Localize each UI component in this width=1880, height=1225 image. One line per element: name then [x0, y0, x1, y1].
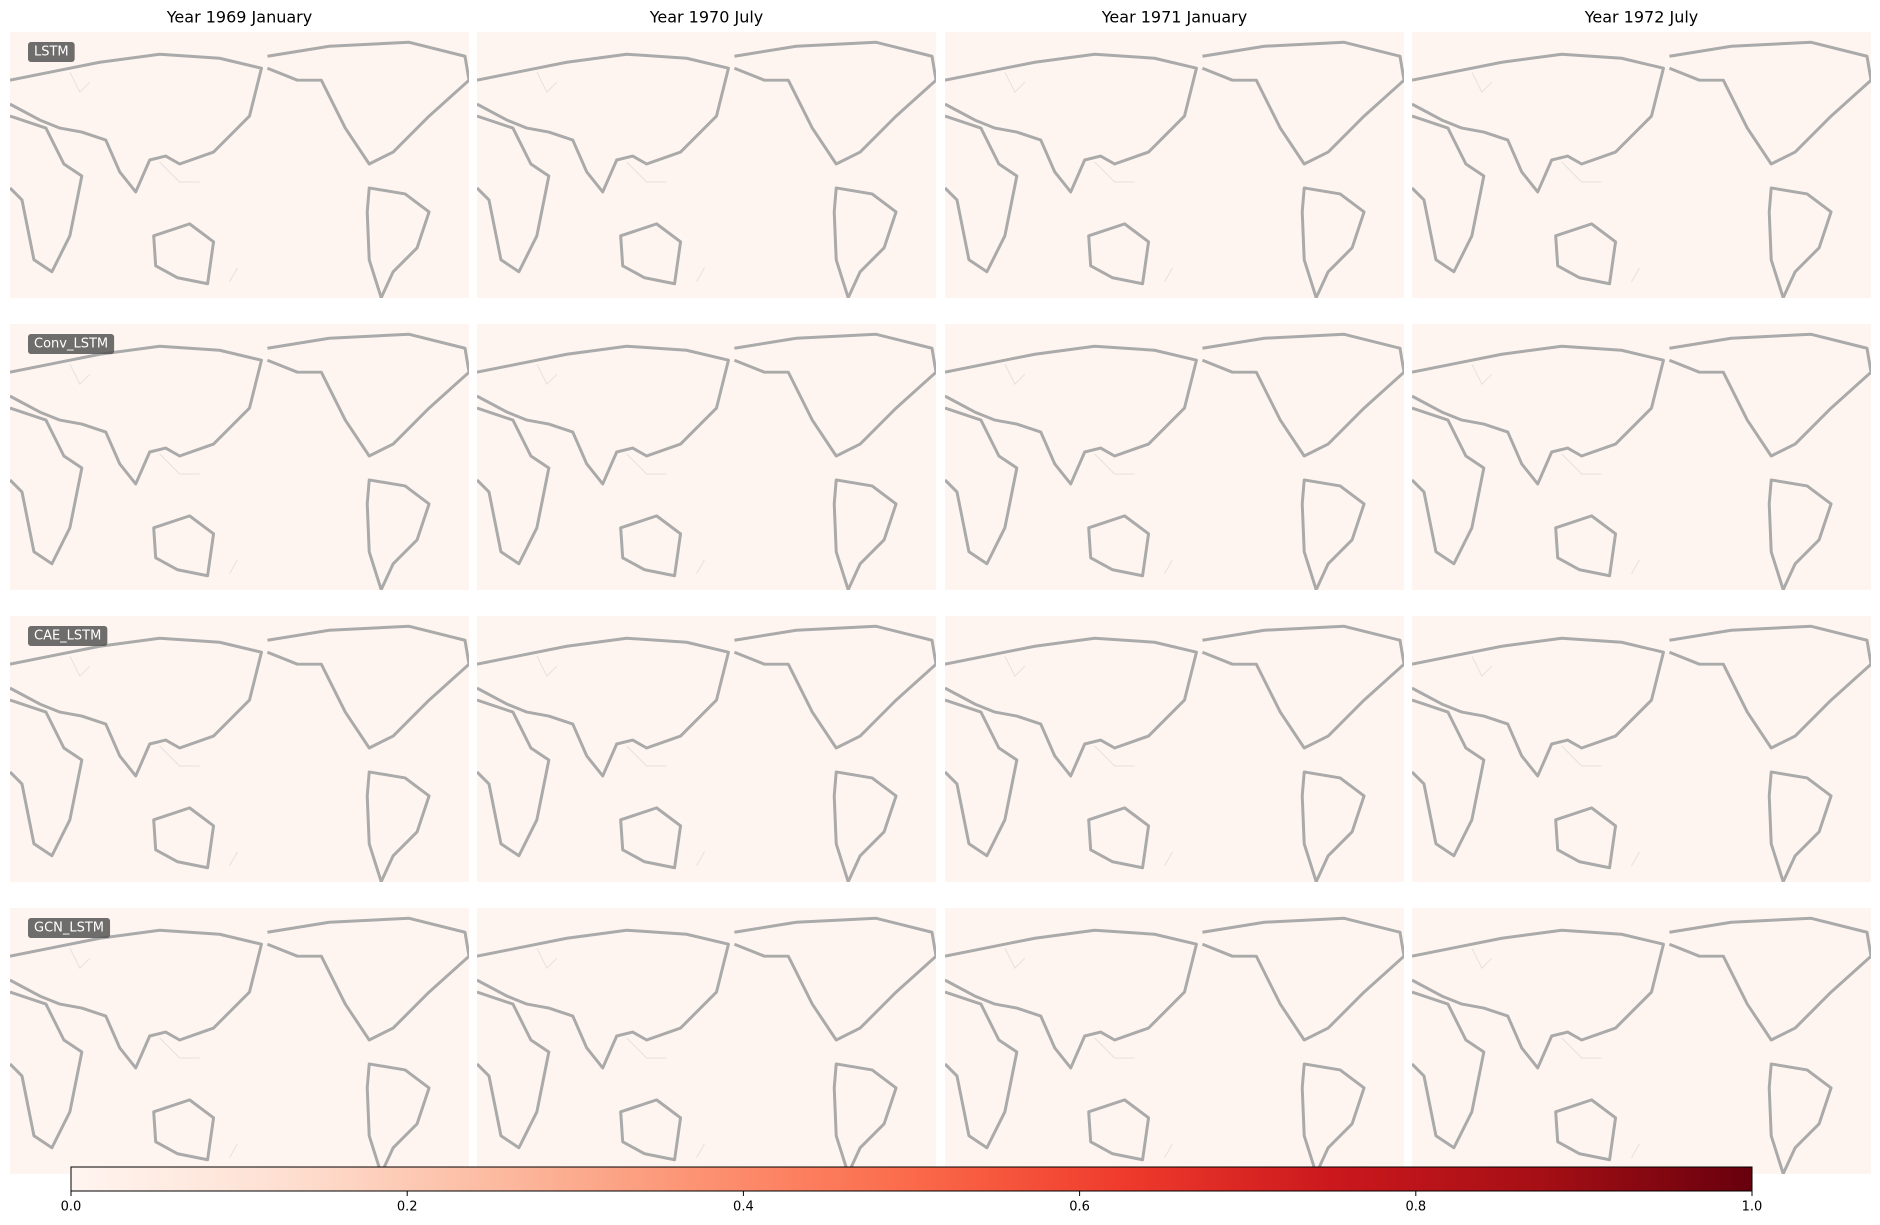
row-label-box — [28, 334, 115, 354]
column-title: Year 1969 January — [166, 8, 312, 27]
column-title: Year 1972 July — [1584, 8, 1699, 27]
map-panel — [945, 908, 1404, 1174]
column-title: Year 1971 January — [1101, 8, 1247, 27]
map-background — [477, 32, 936, 298]
colorbar-tick-label: 0.8 — [1405, 1200, 1426, 1215]
map-panel — [945, 324, 1404, 590]
map-panel — [477, 908, 936, 1174]
map-background — [477, 908, 936, 1174]
map-panel — [1412, 324, 1871, 590]
colorbar-tick-label: 1.0 — [1742, 1200, 1763, 1215]
colorbar-tick-label: 0.0 — [61, 1200, 82, 1215]
map-panel — [10, 616, 469, 882]
map-background — [477, 324, 936, 590]
map-panel — [477, 616, 936, 882]
map-background — [10, 616, 469, 882]
colorbar-tick-label: 0.4 — [733, 1200, 754, 1215]
map-panel — [10, 324, 469, 590]
map-panel — [1412, 32, 1871, 298]
map-panel — [10, 32, 469, 298]
colorbar-tick-label: 0.2 — [397, 1200, 418, 1215]
map-background — [945, 324, 1404, 590]
map-background — [945, 908, 1404, 1174]
map-background — [10, 908, 469, 1174]
map-background — [477, 616, 936, 882]
panel-grid: Year 1969 January Year 1970 July Year 1971… — [10, 8, 1871, 1174]
map-panel — [1412, 616, 1871, 882]
row-label-box — [28, 918, 111, 938]
map-panel — [945, 32, 1404, 298]
colorbar: 0.0 0.2 0.4 0.6 0.8 1.0 — [61, 1166, 1763, 1215]
row-label: GCN_LSTM — [28, 918, 111, 938]
row-label-text: Conv_LSTM — [34, 337, 108, 352]
map-panel — [477, 324, 936, 590]
map-background — [10, 324, 469, 590]
row-label: CAE_LSTM — [28, 626, 108, 646]
map-panel — [477, 32, 936, 298]
colorbar-tick-label: 0.6 — [1069, 1200, 1090, 1215]
row-label-box — [28, 626, 108, 646]
map-background — [10, 32, 469, 298]
map-background — [1412, 324, 1871, 590]
map-panel — [10, 908, 469, 1174]
column-title: Year 1970 July — [649, 8, 764, 27]
row-label-text: CAE_LSTM — [34, 629, 101, 644]
map-background — [945, 616, 1404, 882]
row-label-text: LSTM — [34, 45, 69, 60]
row-label-box — [28, 42, 75, 62]
map-background — [945, 32, 1404, 298]
map-panel — [945, 616, 1404, 882]
row-label: Conv_LSTM — [28, 334, 115, 354]
map-background — [1412, 908, 1871, 1174]
colorbar-scale — [70, 1166, 1753, 1192]
map-panel — [1412, 908, 1871, 1174]
row-label-text: GCN_LSTM — [34, 921, 104, 936]
map-background — [1412, 32, 1871, 298]
row-label: LSTM — [28, 42, 75, 62]
map-background — [1412, 616, 1871, 882]
